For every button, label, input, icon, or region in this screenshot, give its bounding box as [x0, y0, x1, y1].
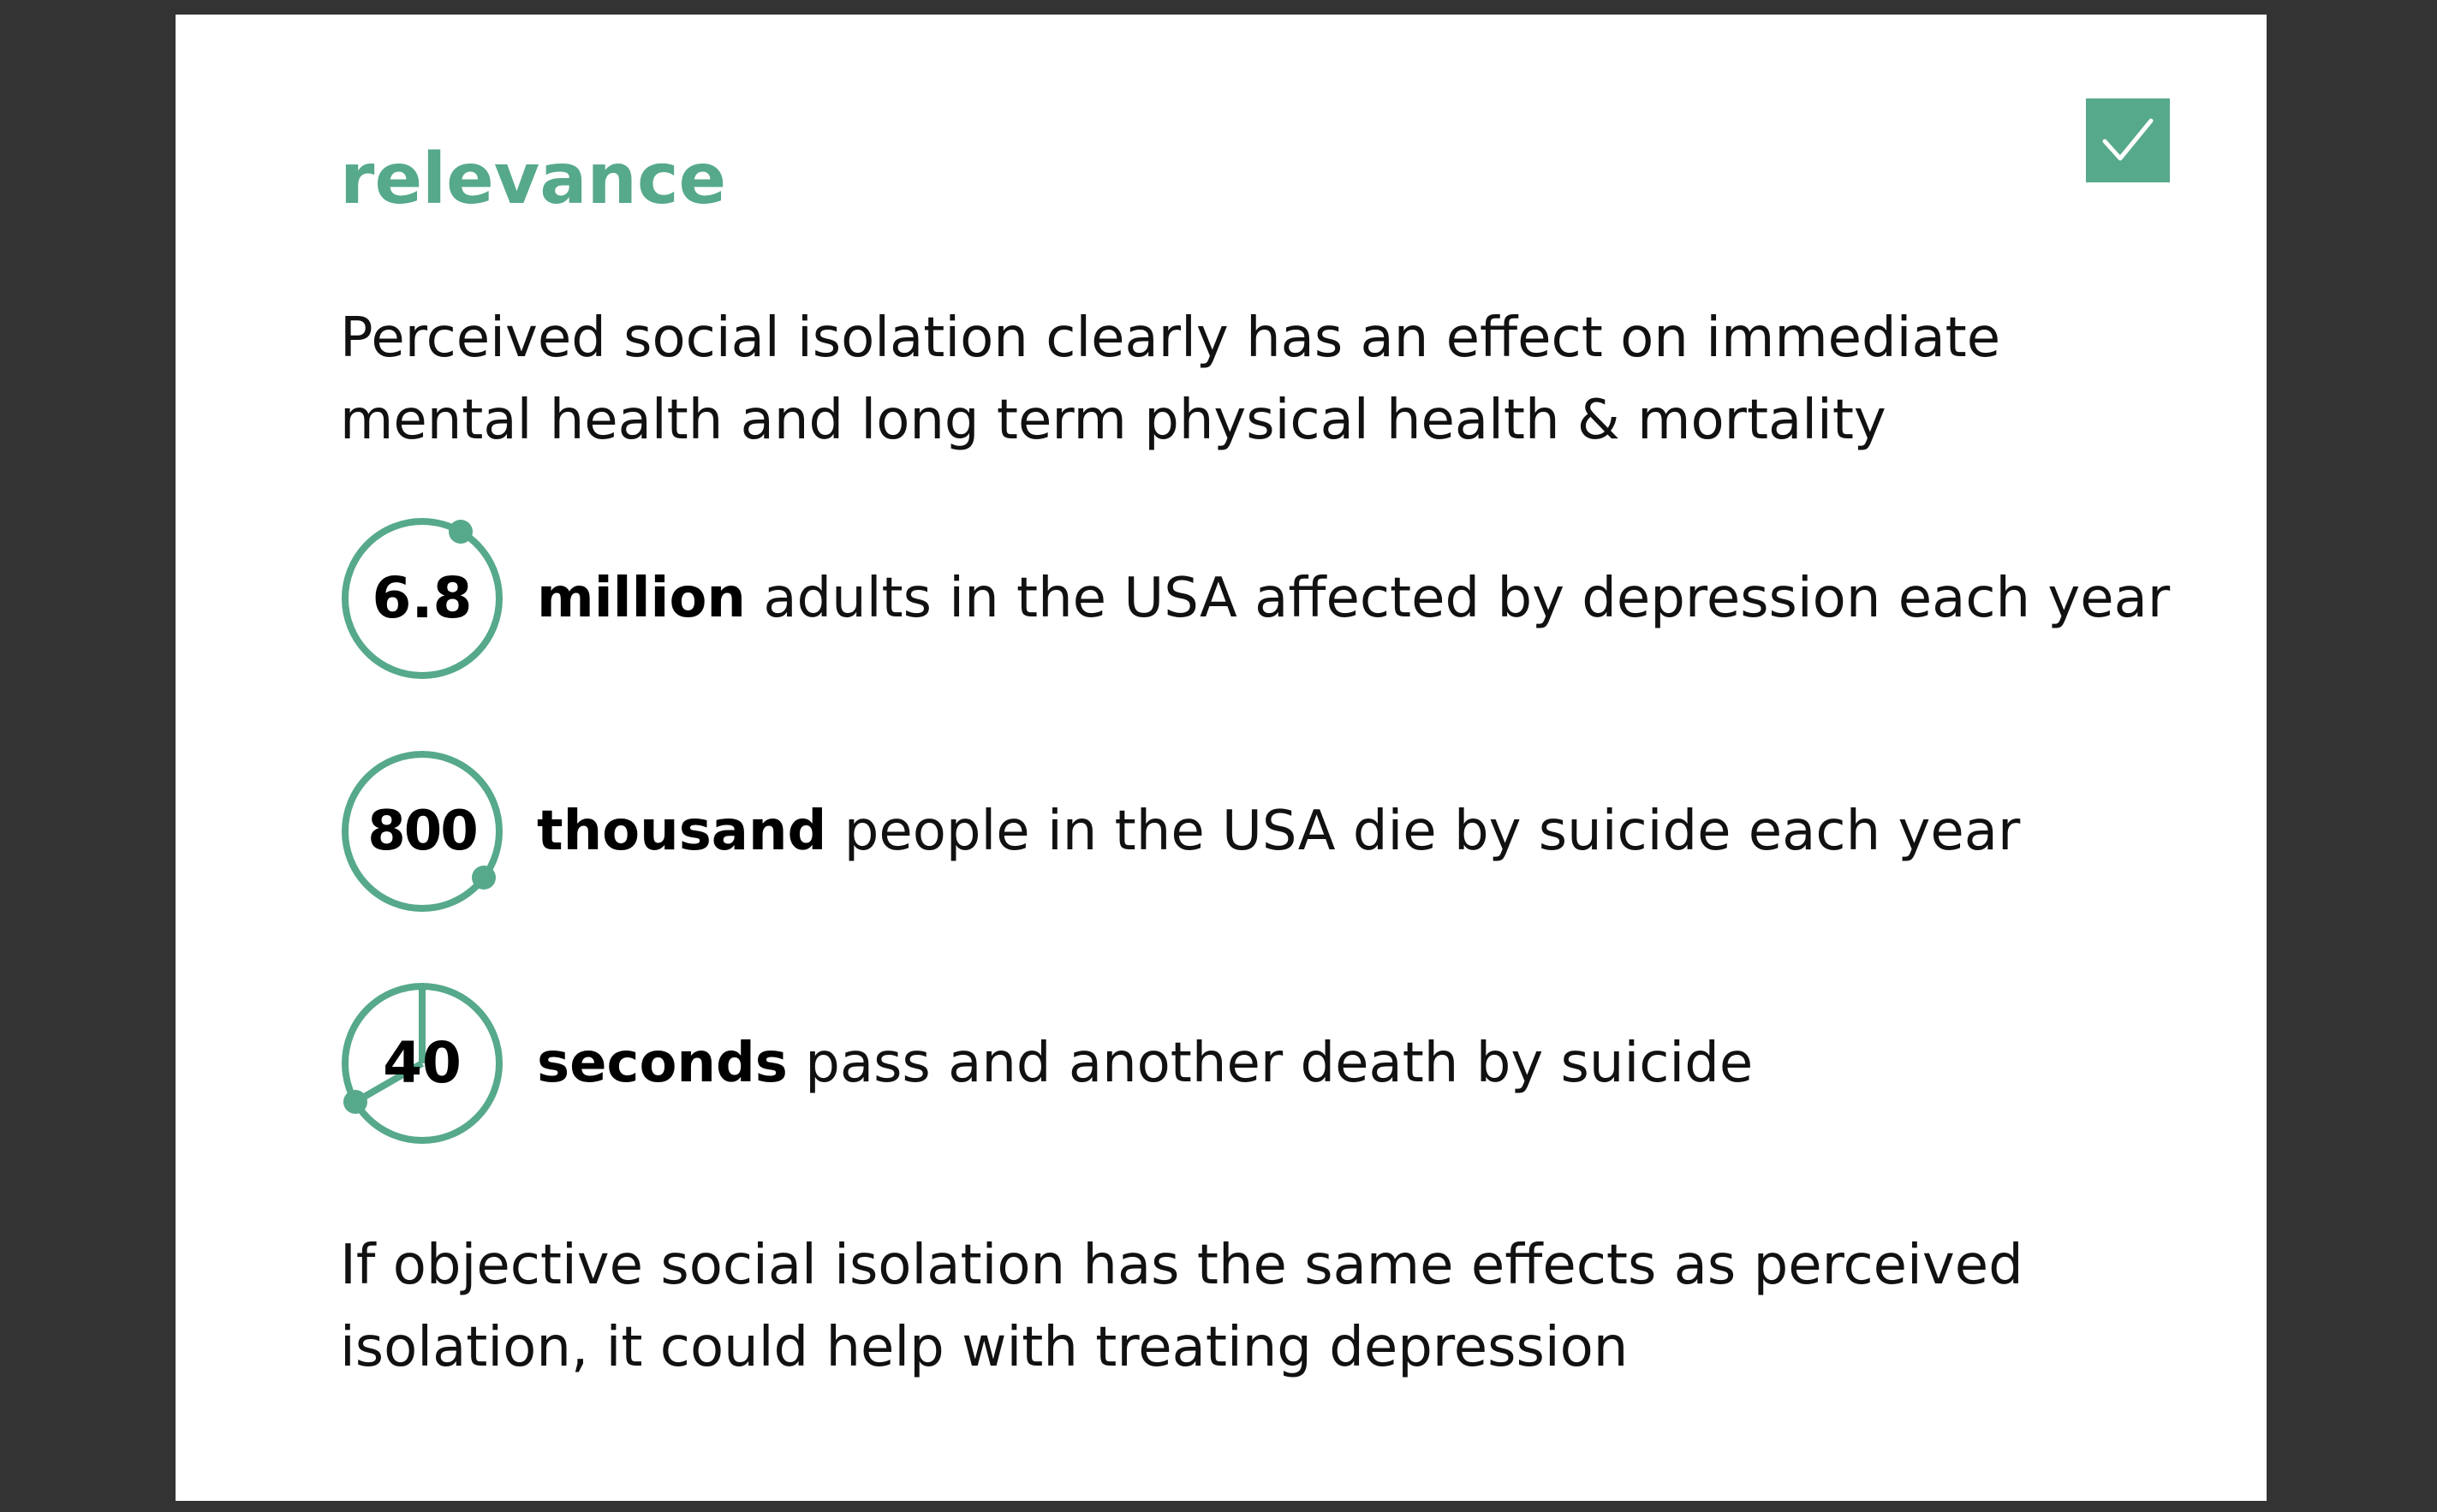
stat-unit: million — [537, 567, 746, 630]
stat-rest: adults in the USA affected by depression… — [745, 567, 2171, 630]
stat-description: thousand people in the USA die by suicid… — [537, 747, 2020, 915]
stat-unit: thousand — [537, 800, 827, 863]
slide: relevance Perceived social isolation cle… — [176, 15, 2267, 1501]
stat-unit: seconds — [537, 1032, 788, 1095]
stat-description: seconds pass and another death by suicid… — [537, 979, 1753, 1147]
stat-rest: pass and another death by suicide — [787, 1032, 1754, 1095]
stat-number: 800 — [367, 800, 479, 863]
intro-paragraph: Perceived social isolation clearly has a… — [340, 307, 2001, 452]
stat-number: 40 — [383, 1030, 462, 1096]
stat-rest: people in the USA die by suicide each ye… — [826, 800, 2021, 863]
stat-suicide-deaths: 800 thousand people in the USA die by su… — [338, 747, 2265, 915]
stat-description: million adults in the USA affected by de… — [537, 515, 2170, 682]
progress-ring-icon: 800 — [338, 747, 506, 915]
stat-depression: 6.8 million adults in the USA affected b… — [338, 515, 2265, 682]
conclusion-paragraph: If objective social isolation has the sa… — [340, 1234, 2023, 1379]
clock-icon: 40 — [338, 979, 506, 1147]
stat-number: 6.8 — [372, 565, 473, 631]
progress-ring-icon: 6.8 — [338, 515, 506, 682]
stat-seconds: 40 seconds pass and another death by sui… — [338, 979, 2265, 1147]
checkmark-icon[interactable] — [2086, 98, 2170, 182]
slide-title: relevance — [340, 139, 727, 220]
